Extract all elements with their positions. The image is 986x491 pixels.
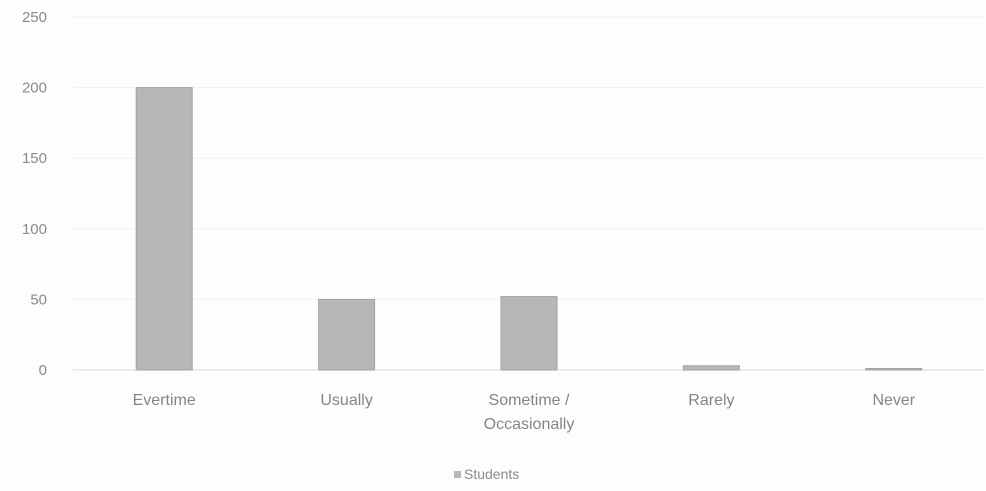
x-category-label: Never bbox=[872, 392, 915, 409]
y-tick-label: 250 bbox=[22, 9, 47, 26]
legend: Students bbox=[454, 465, 519, 483]
x-axis-categories: Evertime Usually Sometime / Occasionally Rar… bbox=[133, 392, 916, 433]
bar-never bbox=[865, 368, 923, 371]
x-category-label: Evertime bbox=[133, 392, 196, 409]
x-category-label: Sometime / Occasionally bbox=[484, 392, 575, 433]
y-tick-label: 100 bbox=[22, 221, 47, 238]
y-tick-label: 150 bbox=[22, 150, 47, 167]
legend-label-students: Students bbox=[464, 466, 520, 482]
gridlines bbox=[73, 16, 985, 371]
bar-rarely bbox=[682, 365, 740, 371]
legend-marker-students bbox=[454, 470, 461, 478]
x-category-label: Usually bbox=[320, 392, 372, 409]
bar-sometime-occasionally bbox=[500, 296, 558, 371]
y-tick-label: 50 bbox=[30, 291, 47, 308]
y-tick-label: 0 bbox=[39, 362, 47, 379]
bar-evertime bbox=[135, 87, 193, 371]
bars bbox=[135, 87, 923, 371]
bar-usually bbox=[318, 298, 376, 371]
x-category-label: Rarely bbox=[688, 392, 734, 409]
y-tick-label: 200 bbox=[22, 80, 47, 97]
y-axis-ticks: 0 50 100 150 200 250 bbox=[22, 9, 47, 379]
